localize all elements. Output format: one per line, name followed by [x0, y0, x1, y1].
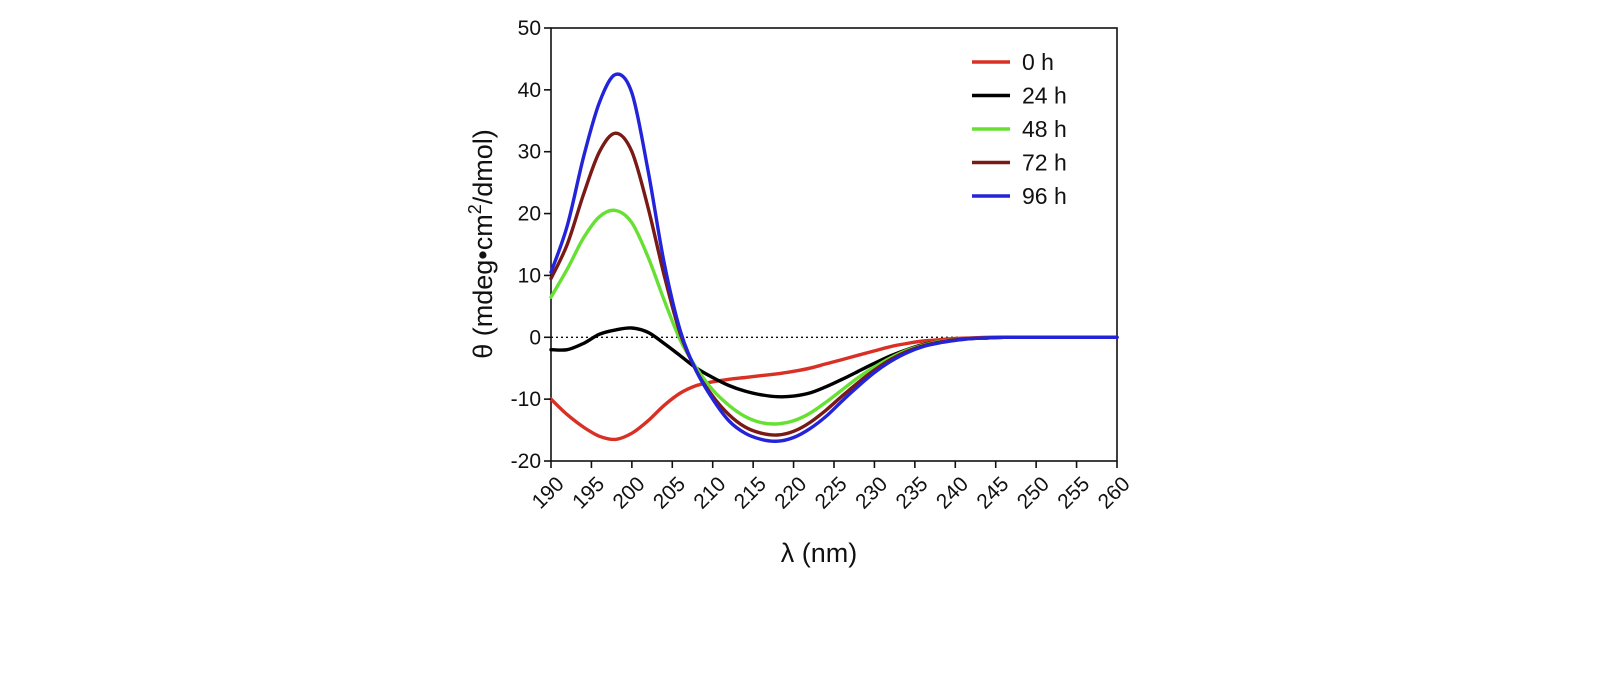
legend-label: 24 h: [1022, 83, 1067, 109]
x-tick-label: 255: [1053, 472, 1094, 513]
legend-label: 72 h: [1022, 150, 1067, 176]
legend-label: 96 h: [1022, 183, 1067, 209]
y-tick-label: -10: [511, 388, 541, 411]
x-tick-label: 250: [1013, 472, 1054, 513]
x-tick-label: 215: [730, 472, 771, 513]
x-tick-label: 245: [972, 472, 1013, 513]
x-tick-label: 195: [568, 472, 609, 513]
series-line-48h: [549, 208, 1119, 426]
y-axis-label-tail: /dmol): [468, 129, 498, 204]
x-tick-label: 205: [649, 472, 690, 513]
y-tick-label: -20: [511, 450, 541, 473]
x-tick-label: 240: [932, 472, 973, 513]
y-tick-label: 50: [518, 17, 541, 40]
x-tick-label: 235: [892, 472, 933, 513]
series-line-0h: [549, 335, 1119, 442]
legend-label: 0 h: [1022, 49, 1054, 75]
y-tick-label: 0: [529, 326, 541, 349]
y-axis-ticks: -20 -10 0 10 20 30 40 50: [511, 17, 551, 473]
x-tick-label: 225: [811, 472, 852, 513]
x-tick-label: 200: [609, 472, 650, 513]
x-tick-label: 230: [851, 472, 892, 513]
y-tick-label: 40: [518, 79, 541, 102]
x-tick-label: 260: [1094, 472, 1135, 513]
y-axis-label-main: θ (mdeg•cm: [468, 214, 498, 359]
series-lines: [549, 72, 1119, 443]
y-axis-label-superscript: 2: [465, 204, 485, 214]
series-line-72h: [549, 131, 1119, 437]
legend: 0 h 24 h 48 h 72 h 96 h: [972, 49, 1067, 209]
x-axis-ticks: 190 195 200 205 210 215 220 225 230 235 240 245 250 2…: [528, 461, 1135, 514]
x-tick-label: 210: [689, 472, 730, 513]
x-tick-label: 190: [528, 472, 569, 513]
legend-label: 48 h: [1022, 116, 1067, 142]
y-axis-label: θ (mdeg•cm2/dmol): [465, 129, 498, 359]
y-tick-label: 30: [518, 141, 541, 164]
series-line-96h: [549, 72, 1119, 443]
y-tick-label: 10: [518, 264, 541, 287]
x-tick-label: 220: [770, 472, 811, 513]
x-axis-label: λ (nm): [781, 538, 858, 568]
y-tick-label: 20: [518, 203, 541, 226]
